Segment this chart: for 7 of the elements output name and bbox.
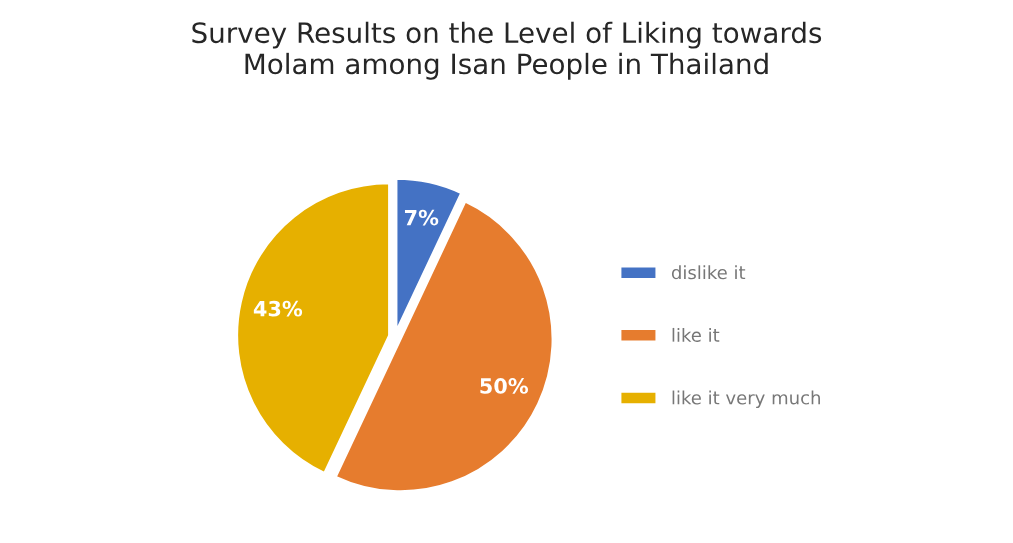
legend-label: like it very much (672, 390, 820, 409)
legend-label: like it (672, 327, 720, 342)
data-label: 50% (480, 378, 529, 394)
data-label: 7% (404, 209, 439, 226)
legend-label: dislike it (671, 265, 746, 280)
chart-title: Survey Results on the Level of Liking towards Molam among Isan People in Thailand (192, 21, 822, 80)
data-label: 43% (253, 300, 303, 317)
